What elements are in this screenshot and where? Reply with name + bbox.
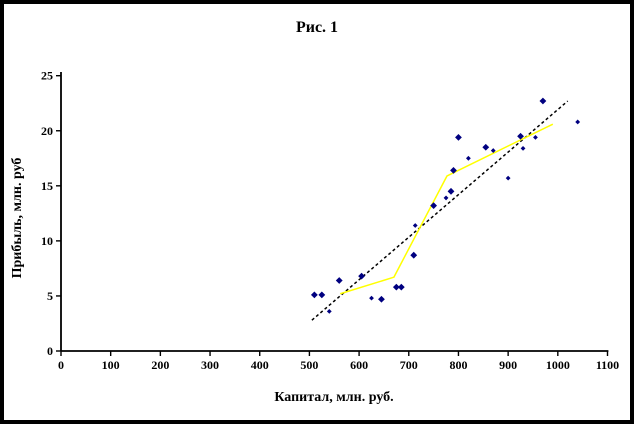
data-point (455, 133, 462, 141)
data-point (447, 187, 455, 195)
data-point (392, 283, 400, 291)
data-point (335, 277, 343, 284)
data-point (412, 223, 418, 228)
chart-canvas: Рис. 1 Капитал, млн. руб. Прибыль, млн. … (10, 19, 619, 405)
chart-title: Рис. 1 (296, 19, 338, 36)
data-point (310, 291, 318, 299)
x-tick-label: 900 (499, 358, 517, 372)
x-tick-label: 400 (251, 358, 269, 372)
data-point (378, 295, 385, 303)
data-point (397, 283, 405, 291)
data-point (450, 167, 457, 174)
x-axis-label: Капитал, млн. руб. (274, 390, 393, 405)
data-point (318, 291, 326, 299)
x-tick-label: 300 (201, 358, 219, 372)
x-tick-label: 100 (102, 358, 120, 372)
y-tick-label: 25 (41, 69, 53, 83)
x-tick-label: 1100 (596, 358, 619, 372)
y-tick-label: 15 (41, 179, 53, 193)
smoothing-line (339, 123, 554, 295)
x-tick-label: 700 (400, 358, 418, 372)
y-tick-label: 20 (41, 124, 53, 138)
data-point (533, 134, 538, 140)
x-tick-label: 800 (449, 358, 467, 372)
data-point (465, 155, 471, 161)
x-tick-label: 1000 (546, 358, 570, 372)
data-point (410, 251, 418, 259)
data-point (326, 308, 332, 314)
data-point (520, 145, 526, 151)
x-tick-label: 0 (58, 358, 64, 372)
data-point (505, 175, 511, 181)
data-point (482, 143, 490, 151)
trend-line (311, 100, 569, 321)
x-tick-label: 500 (300, 358, 318, 372)
data-point (369, 295, 374, 301)
data-point (575, 119, 581, 125)
data-point (430, 202, 438, 210)
y-tick-label: 5 (47, 289, 53, 303)
y-tick-label: 10 (41, 234, 53, 248)
x-tick-label: 200 (151, 358, 169, 372)
data-point (443, 195, 449, 201)
data-point (358, 272, 365, 280)
x-tick-label: 600 (350, 358, 368, 372)
data-point (517, 132, 524, 140)
data-point (490, 148, 496, 153)
plot-area: 0 100 200 300 400 500 600 700 800 900 1000 1100 0 5 10… (41, 69, 619, 372)
data-point (539, 97, 547, 105)
y-axis-label: Прибыль, млн. руб (10, 158, 25, 279)
y-tick-label: 0 (47, 344, 53, 358)
